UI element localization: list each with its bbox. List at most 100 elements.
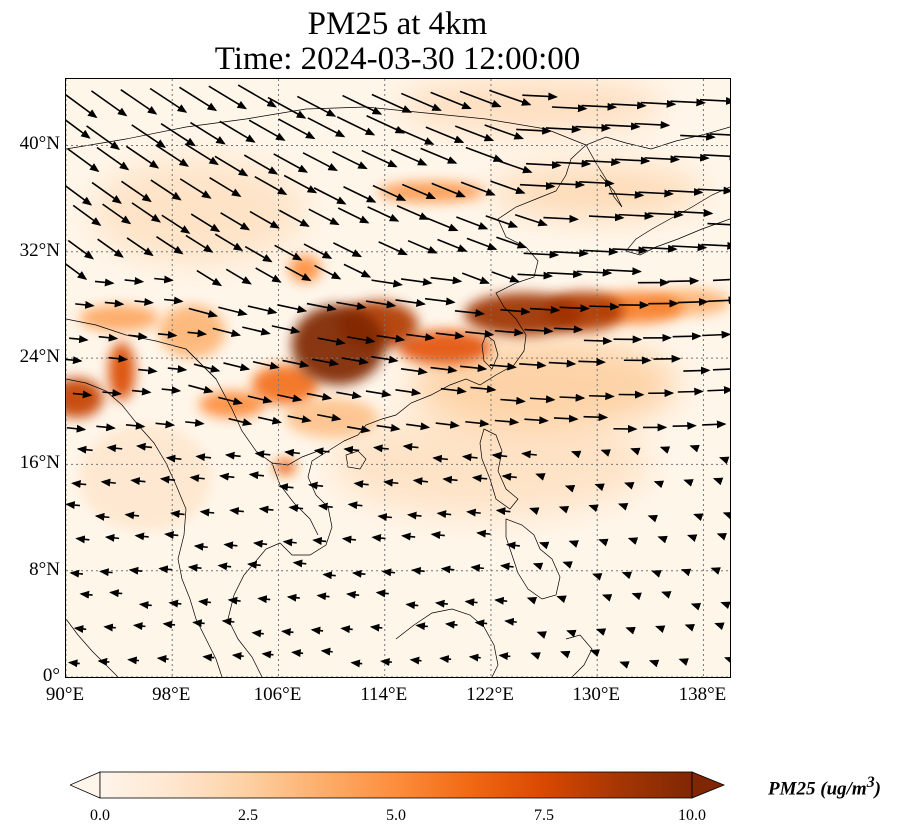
wind-arrow — [519, 182, 556, 191]
pm25-plume — [490, 165, 704, 219]
wind-arrow — [66, 119, 91, 139]
wind-arrow — [120, 89, 158, 115]
wind-arrow — [195, 453, 212, 462]
wind-arrow — [396, 204, 430, 220]
wind-arrow — [371, 279, 403, 288]
wind-arrow — [390, 148, 428, 166]
wind-arrow — [247, 560, 261, 569]
wind-arrow — [132, 622, 146, 631]
wind-arrow — [582, 247, 619, 256]
wind-arrow — [229, 507, 244, 516]
wind-arrow — [219, 472, 235, 481]
wind-arrow — [524, 416, 549, 425]
colorbar-tick-label: 0.0 — [90, 807, 110, 824]
wind-arrow — [494, 596, 508, 605]
wind-arrow — [489, 89, 532, 106]
longitude-tick-label: 122°E — [466, 684, 514, 705]
wind-arrow — [426, 217, 459, 232]
wind-arrow — [169, 509, 185, 518]
wind-arrow — [255, 267, 282, 283]
wind-arrow — [402, 442, 419, 451]
wind-arrow — [538, 541, 550, 550]
wind-arrow — [435, 420, 460, 429]
wind-arrow — [189, 474, 205, 483]
wind-arrow — [102, 203, 132, 225]
wind-arrow — [630, 447, 641, 456]
wind-arrow — [575, 123, 611, 132]
wind-arrow — [208, 85, 247, 110]
wind-arrow — [187, 329, 208, 338]
longitude-tick-label: 90°E — [45, 684, 85, 705]
wind-arrow — [322, 571, 336, 580]
wind-arrow — [131, 124, 167, 149]
wind-arrow — [556, 595, 567, 604]
wind-arrow — [471, 474, 488, 483]
wind-arrow — [617, 503, 629, 511]
wind-arrow — [125, 145, 160, 169]
wind-arrow — [612, 246, 649, 255]
wind-arrow — [306, 392, 333, 401]
coastline-taiwan — [481, 334, 499, 370]
colorbar — [70, 771, 726, 799]
wind-arrow — [296, 95, 337, 117]
wind-arrow — [94, 278, 115, 287]
wind-arrow — [430, 365, 458, 374]
wind-arrow — [674, 153, 710, 162]
wind-arrow — [553, 325, 584, 334]
wind-arrow — [340, 625, 353, 634]
wind-arrow — [273, 153, 309, 173]
wind-arrow — [401, 532, 416, 541]
wind-arrow — [606, 267, 642, 276]
wind-arrow — [160, 123, 196, 147]
wind-arrow — [346, 425, 371, 434]
wind-arrow — [86, 125, 121, 150]
wind-arrow — [499, 562, 514, 571]
wind-arrow — [97, 657, 110, 666]
wind-arrow — [155, 420, 176, 429]
wind-arrow — [257, 595, 271, 604]
wind-arrow — [435, 331, 465, 340]
wind-arrow — [701, 241, 730, 250]
wind-arrow — [188, 307, 219, 318]
wind-arrow — [484, 124, 524, 140]
wind-arrow — [311, 358, 340, 367]
wind-arrow — [220, 212, 251, 231]
wind-arrow — [712, 368, 730, 371]
wind-arrow — [337, 207, 370, 224]
wind-arrow — [564, 484, 576, 493]
wind-arrow — [76, 445, 93, 454]
wind-arrow — [162, 620, 176, 629]
wind-arrow — [313, 447, 330, 456]
colorbar-tick-label: 7.5 — [534, 807, 554, 824]
wind-arrow — [400, 278, 433, 286]
wind-arrow — [102, 389, 122, 397]
wind-arrow — [202, 653, 215, 662]
wind-arrow — [672, 421, 697, 430]
wind-arrow — [440, 565, 455, 574]
wind-arrow — [106, 444, 123, 453]
wind-arrow — [553, 249, 589, 258]
wind-arrow — [465, 419, 490, 428]
wind-arrow — [549, 180, 586, 189]
wind-arrow — [341, 357, 369, 366]
wind-arrow — [570, 450, 582, 459]
wind-arrow — [460, 181, 496, 196]
wind-arrow — [96, 423, 116, 432]
wind-arrow — [316, 592, 330, 601]
colorbar-label-suffix: ) — [874, 778, 881, 800]
wind-arrow — [551, 104, 588, 113]
wind-arrow — [667, 276, 700, 285]
wind-arrow — [90, 90, 128, 117]
wind-arrow — [287, 415, 312, 424]
wind-arrow — [192, 619, 205, 628]
wind-arrow — [589, 302, 620, 311]
wind-arrow — [184, 143, 219, 166]
wind-arrow — [430, 531, 445, 540]
wind-arrow — [519, 361, 547, 370]
wind-arrow — [588, 213, 625, 222]
wind-arrow — [314, 264, 342, 280]
wind-arrow — [498, 652, 511, 661]
wind-arrow — [138, 366, 158, 375]
wind-arrow — [376, 334, 406, 343]
